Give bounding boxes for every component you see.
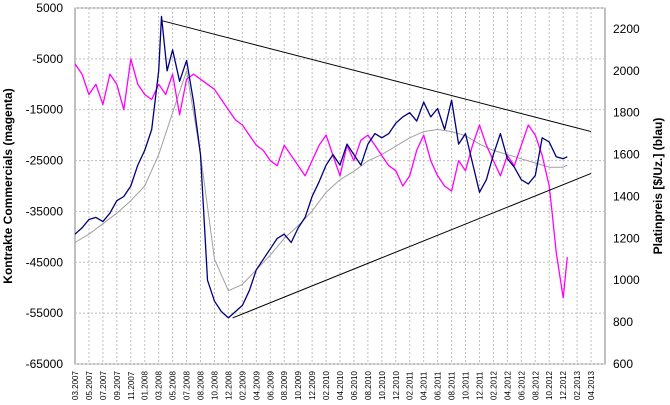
right-axis-title: Platinpreis [$/Uz.] (blau) <box>651 118 665 255</box>
x-tick-label-15: 08.2009 <box>280 371 289 400</box>
x-tick-label-9: 08.2008 <box>197 371 206 400</box>
left-tick-label-0: 5000 <box>36 1 63 15</box>
right-tick-label-8: 600 <box>613 357 633 371</box>
right-tick-label-3: 1600 <box>613 148 640 162</box>
x-tick-label-32: 06.2012 <box>517 371 526 400</box>
x-tick-label-4: 11.2007 <box>127 371 136 400</box>
right-tick-label-2: 1800 <box>613 106 640 120</box>
left-tick-label-5: -45000 <box>26 255 64 269</box>
x-tick-label-26: 06.2011 <box>434 371 443 400</box>
right-tick-label-6: 1000 <box>613 273 640 287</box>
series-line-0 <box>74 15 568 319</box>
x-tick-label-25: 04.2011 <box>420 371 429 400</box>
x-tick-label-28: 10.2011 <box>462 371 471 400</box>
left-axis-title: Kontrakte Commercials (magenta) <box>1 88 15 283</box>
series-layer <box>74 15 592 319</box>
left-tick-label-4: -35000 <box>26 204 64 218</box>
x-tick-label-30: 02.2012 <box>489 371 498 400</box>
right-tick-label-4: 1400 <box>613 189 640 203</box>
x-tick-label-1: 05.2007 <box>85 371 94 400</box>
x-axis-ticks: 03.2007 05.2007 07.2007 09.2007 11.2007 01.20… <box>71 371 596 400</box>
x-tick-label-11: 12.2008 <box>224 371 233 400</box>
left-axis-ticks: 5000 -5000 -15000 -25000 -35000 -45000 -55000 -… <box>26 1 64 371</box>
x-tick-label-7: 05.2008 <box>169 371 178 400</box>
x-tick-label-33: 08.2012 <box>531 371 540 400</box>
left-tick-label-3: -25000 <box>26 154 64 168</box>
x-tick-label-19: 04.2010 <box>336 371 345 400</box>
x-tick-label-12: 02.2009 <box>238 371 247 400</box>
left-tick-label-6: -55000 <box>26 306 64 320</box>
x-tick-label-8: 07.2008 <box>183 371 192 400</box>
x-tick-label-24: 02.2011 <box>406 371 415 400</box>
x-tick-label-31: 04.2012 <box>503 371 512 400</box>
left-tick-label-2: -15000 <box>26 103 64 117</box>
right-tick-label-7: 800 <box>613 315 633 329</box>
x-tick-label-20: 06.2010 <box>350 371 359 400</box>
x-tick-label-29: 12.2011 <box>475 371 484 400</box>
x-tick-label-36: 02.2013 <box>573 371 582 400</box>
grid-layer <box>75 7 605 365</box>
x-tick-label-5: 01.2008 <box>141 371 150 400</box>
x-tick-label-0: 03.2007 <box>71 371 80 400</box>
right-tick-label-0: 2200 <box>613 22 640 36</box>
x-tick-label-6: 03.2008 <box>155 371 164 400</box>
x-tick-label-37: 04.2013 <box>587 371 596 400</box>
right-axis-ticks: 2200 2000 1800 1600 1400 1200 1000 800 600 <box>613 22 640 371</box>
series-line-2 <box>74 70 568 292</box>
x-tick-label-10: 10.2008 <box>210 371 219 400</box>
x-tick-label-34: 10.2012 <box>545 371 554 400</box>
trendline-0 <box>161 20 592 133</box>
x-tick-label-18: 02.2010 <box>322 371 331 400</box>
x-tick-label-16: 10.2009 <box>294 371 303 400</box>
left-tick-label-1: -5000 <box>32 52 63 66</box>
x-tick-label-3: 09.2007 <box>113 371 122 400</box>
x-tick-label-14: 06.2009 <box>266 371 275 400</box>
x-tick-label-35: 12.2012 <box>559 371 568 400</box>
x-tick-label-23: 12.2010 <box>392 371 401 400</box>
x-tick-label-13: 04.2009 <box>252 371 261 400</box>
x-tick-label-22: 10.2010 <box>378 371 387 400</box>
series-line-1 <box>74 58 568 299</box>
right-tick-label-1: 2000 <box>613 64 640 78</box>
x-tick-label-2: 07.2007 <box>99 371 108 400</box>
left-tick-label-7: -65000 <box>26 357 64 371</box>
right-tick-label-5: 1200 <box>613 231 640 245</box>
trendline-1 <box>232 172 592 319</box>
x-tick-label-21: 08.2010 <box>364 371 373 400</box>
x-tick-label-27: 08.2011 <box>448 371 457 400</box>
x-tick-label-17: 12.2009 <box>308 371 317 400</box>
